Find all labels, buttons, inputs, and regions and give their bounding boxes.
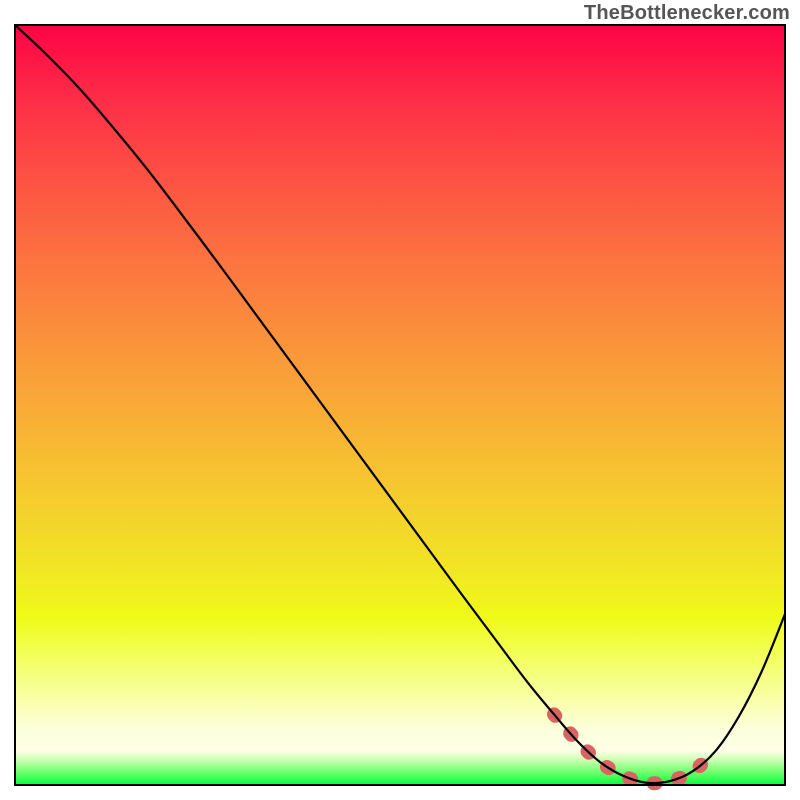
chart-container: { "watermark": { "text": "TheBottlenecke…	[0, 0, 800, 800]
watermark-text: TheBottlenecker.com	[584, 2, 790, 25]
bottleneck-chart	[0, 0, 800, 800]
plot-background	[15, 25, 785, 785]
